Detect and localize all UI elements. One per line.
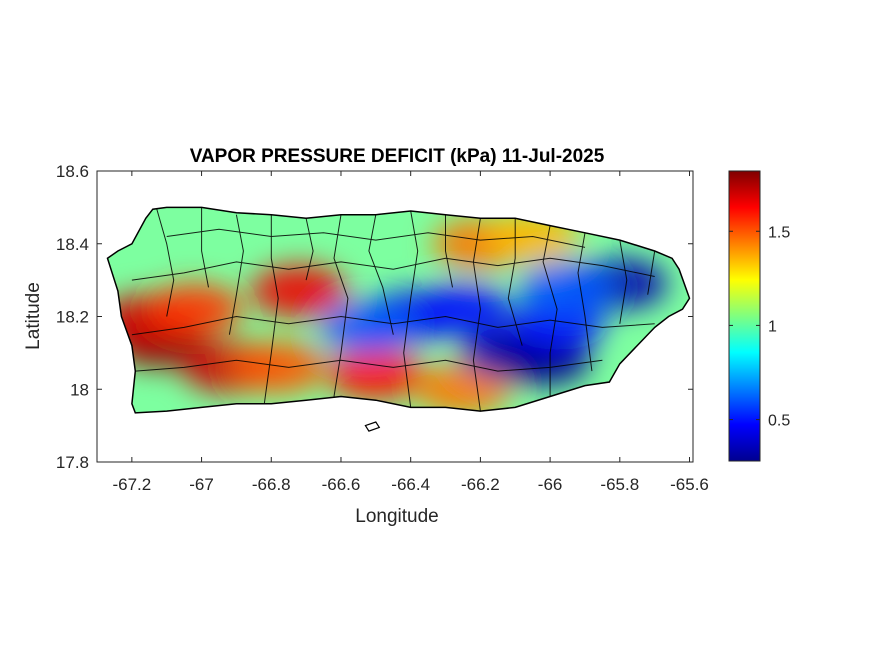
colorbar — [728, 170, 761, 462]
municipality-border — [333, 214, 349, 397]
colorbar-ticks: 0.5 1 1.5 — [729, 224, 790, 430]
y-tick-label: 18.6 — [56, 162, 89, 181]
x-tick-label: -65.6 — [670, 475, 709, 494]
vpd-hotspot — [320, 301, 417, 354]
colorbar-tick-label: 1 — [768, 318, 777, 335]
municipality-border — [228, 214, 244, 335]
municipality-border — [131, 315, 655, 336]
y-tick-label: 17.8 — [56, 453, 89, 472]
x-tick-label: -66 — [538, 475, 563, 494]
y-tick-label: 18.4 — [56, 235, 89, 254]
municipality-border — [155, 207, 175, 317]
municipality-border — [577, 232, 593, 372]
vpd-hotspot — [146, 283, 243, 336]
y-axis-ticks: 17.8 18 18.2 18.4 18.6 — [56, 162, 693, 472]
vpd-hotspot — [230, 341, 327, 394]
municipality-border — [305, 218, 314, 281]
x-tick-label: -66.8 — [252, 475, 291, 494]
y-tick-label: 18 — [70, 380, 89, 399]
x-axis-label: Longitude — [355, 506, 438, 527]
colorbar-tick-label: 0.5 — [768, 413, 790, 430]
colorbar-tick-label: 1.5 — [768, 224, 790, 241]
vpd-hotspot — [414, 283, 511, 336]
municipality-border — [131, 257, 655, 281]
municipality-border — [403, 210, 419, 408]
municipality-border — [619, 240, 628, 324]
municipality-border — [263, 214, 279, 404]
x-axis-ticks: -67.2 -67 -66.8 -66.6 -66.4 -66.2 -66 -65.8 -65.… — [112, 171, 709, 494]
y-axis-label: Latitude — [23, 282, 44, 350]
vpd-field — [107, 207, 690, 413]
x-tick-label: -67.2 — [112, 475, 151, 494]
municipality-border — [166, 228, 586, 248]
x-tick-label: -66.2 — [461, 475, 500, 494]
chart-title: VAPOR PRESSURE DEFICIT (kPa) 11-Jul-2025 — [190, 146, 605, 167]
municipality-border — [135, 359, 603, 372]
vpd-hotspot — [251, 265, 348, 318]
municipality-border — [472, 218, 481, 412]
x-tick-label: -66.4 — [391, 475, 430, 494]
island-outline — [106, 206, 691, 414]
municipality-border — [201, 207, 209, 288]
municipality-border — [507, 218, 523, 346]
islet-outline — [364, 421, 381, 432]
vpd-hotspot — [327, 348, 424, 401]
municipality-borders — [131, 207, 656, 412]
municipality-border — [368, 214, 394, 335]
vpd-hotspot — [414, 363, 511, 413]
x-tick-label: -66.6 — [322, 475, 361, 494]
y-tick-label: 18.2 — [56, 308, 89, 327]
vpd-hotspot — [519, 261, 616, 314]
municipality-border — [445, 214, 453, 288]
municipality-border — [647, 250, 656, 295]
x-tick-label: -67 — [189, 475, 214, 494]
x-tick-label: -65.8 — [600, 475, 639, 494]
